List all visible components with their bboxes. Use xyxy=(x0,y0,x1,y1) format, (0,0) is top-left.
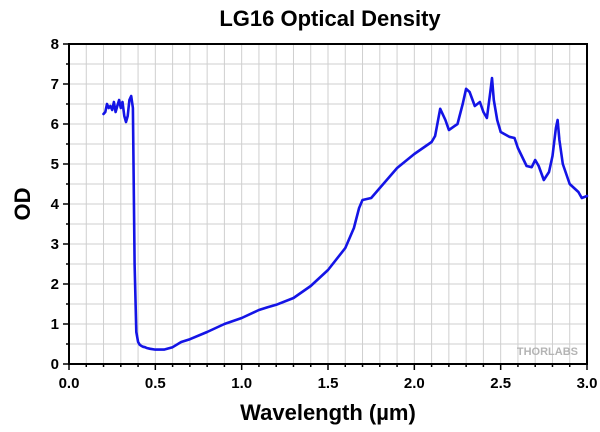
x-tick-label: 1.5 xyxy=(318,375,339,392)
series-line-lg16 xyxy=(102,76,589,351)
x-tick-label: 0.5 xyxy=(145,375,166,392)
y-axis-label: OD xyxy=(10,188,35,221)
x-tick-label: 2.0 xyxy=(404,375,425,392)
x-tick-label: 2.5 xyxy=(490,375,511,392)
y-tick-label: 8 xyxy=(51,36,59,53)
y-tick-label: 7 xyxy=(51,76,59,93)
y-tick-labels: 0 1 2 3 4 5 6 7 8 xyxy=(51,36,60,373)
chart-title: LG16 Optical Density xyxy=(219,6,441,31)
y-tick-label: 2 xyxy=(51,276,59,293)
grid xyxy=(69,44,587,364)
x-tick-label: 3.0 xyxy=(577,375,598,392)
thorlabs-watermark: THORLABS xyxy=(517,346,578,358)
x-tick-label: 0.0 xyxy=(59,375,80,392)
x-tick-labels: 0.0 0.5 1.0 1.5 2.0 2.5 3.0 xyxy=(59,375,598,392)
y-tick-label: 3 xyxy=(51,236,59,253)
x-tick-label: 1.0 xyxy=(231,375,252,392)
y-tick-label: 6 xyxy=(51,116,59,133)
y-tick-label: 4 xyxy=(51,196,60,213)
y-tick-label: 0 xyxy=(51,356,59,373)
y-tick-label: 5 xyxy=(51,156,59,173)
y-tick-label: 1 xyxy=(51,316,59,333)
axis-ticks xyxy=(63,43,588,370)
x-axis-label: Wavelength (µm) xyxy=(240,400,416,425)
